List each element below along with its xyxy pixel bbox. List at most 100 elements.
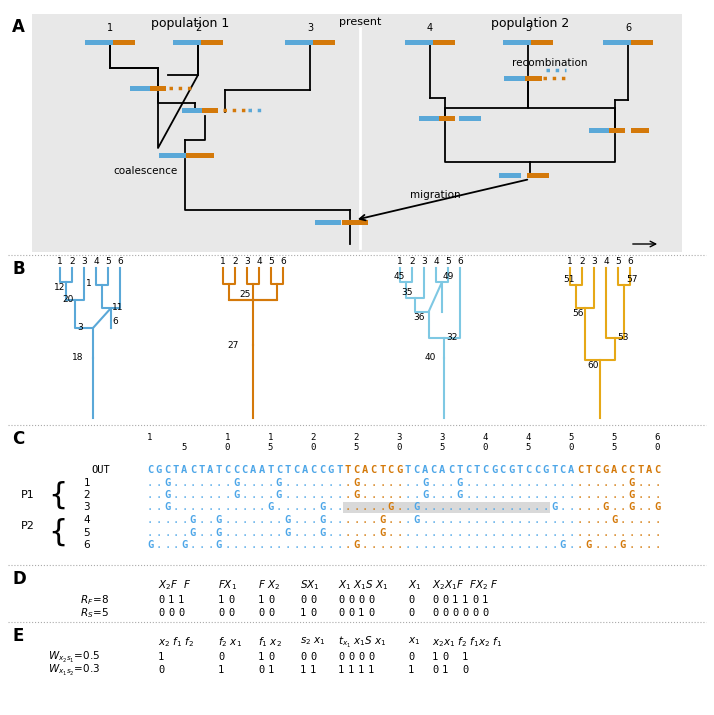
Text: .: .	[362, 478, 368, 488]
Text: .: .	[345, 478, 351, 488]
Text: .: .	[491, 478, 497, 488]
Text: .: .	[526, 490, 531, 500]
Text: .: .	[568, 490, 575, 500]
Text: 0: 0	[442, 608, 448, 618]
Text: .: .	[293, 515, 299, 525]
Bar	[419, 116, 439, 121]
Text: .: .	[345, 490, 351, 500]
Text: 2: 2	[353, 433, 359, 443]
Text: .: .	[405, 503, 411, 513]
Text: .: .	[465, 540, 471, 550]
Text: .: .	[620, 478, 626, 488]
Text: .: .	[637, 478, 643, 488]
Text: .: .	[388, 528, 394, 538]
Text: .: .	[543, 540, 549, 550]
Text: 53: 53	[617, 333, 628, 342]
Text: .: .	[654, 540, 660, 550]
Text: .: .	[258, 478, 265, 488]
Text: .: .	[147, 528, 153, 538]
Text: 1: 1	[178, 595, 184, 605]
Text: .: .	[224, 490, 231, 500]
Text: 0: 0	[310, 608, 316, 618]
Text: .: .	[164, 515, 171, 525]
Text: .: .	[319, 478, 325, 488]
Text: .: .	[482, 515, 488, 525]
Text: .: .	[500, 478, 506, 488]
Text: $x_2x_1\ f_2\ f_1x_2\ f_1$: $x_2x_1\ f_2\ f_1x_2\ f_1$	[432, 635, 503, 649]
Text: .: .	[491, 503, 497, 513]
Text: .: .	[431, 503, 437, 513]
Text: .: .	[508, 503, 514, 513]
Text: .: .	[250, 540, 256, 550]
Text: T: T	[637, 465, 643, 475]
Text: G: G	[413, 503, 420, 513]
Text: .: .	[482, 503, 488, 513]
Text: C: C	[241, 465, 248, 475]
Text: C: C	[465, 465, 471, 475]
Text: .: .	[534, 478, 540, 488]
Bar	[630, 39, 653, 44]
Text: .: .	[448, 503, 454, 513]
Text: 35: 35	[401, 288, 413, 297]
Text: .: .	[319, 540, 325, 550]
Bar	[202, 107, 218, 112]
Text: .: .	[620, 490, 626, 500]
Text: .: .	[371, 490, 377, 500]
Text: 0: 0	[483, 443, 488, 451]
Text: 0: 0	[310, 595, 316, 605]
Bar	[603, 39, 630, 44]
Text: 1: 1	[368, 665, 374, 675]
Text: .: .	[302, 540, 308, 550]
Text: 3: 3	[244, 257, 250, 266]
Text: 5: 5	[181, 443, 187, 451]
Text: .: .	[173, 490, 179, 500]
Text: .: .	[396, 490, 403, 500]
Text: G: G	[603, 503, 609, 513]
Text: 1: 1	[358, 608, 364, 618]
Text: 5: 5	[268, 443, 273, 451]
Text: .: .	[568, 478, 575, 488]
Text: 20: 20	[63, 295, 74, 305]
Text: 0: 0	[408, 595, 414, 605]
Text: .: .	[345, 503, 351, 513]
Text: .: .	[181, 528, 188, 538]
Text: G: G	[181, 540, 188, 550]
Text: 3: 3	[77, 323, 83, 332]
Bar	[503, 39, 531, 44]
Text: .: .	[345, 540, 351, 550]
Text: T: T	[336, 465, 342, 475]
Text: .: .	[164, 540, 171, 550]
Text: .: .	[473, 490, 480, 500]
Text: .: .	[362, 490, 368, 500]
Text: 0: 0	[168, 608, 174, 618]
Text: .: .	[568, 540, 575, 550]
Text: .: .	[594, 503, 600, 513]
Text: .: .	[405, 490, 411, 500]
Text: .: .	[585, 490, 592, 500]
Text: .: .	[181, 478, 188, 488]
Text: 3: 3	[307, 23, 313, 33]
Text: C: C	[620, 465, 626, 475]
Text: 0: 0	[158, 608, 164, 618]
Text: {: {	[48, 480, 67, 510]
Text: .: .	[224, 515, 231, 525]
Text: 1: 1	[218, 665, 224, 675]
Text: 6: 6	[280, 257, 286, 266]
Text: $f_1\ x_2$: $f_1\ x_2$	[258, 635, 282, 649]
Text: .: .	[431, 515, 437, 525]
Text: .: .	[190, 540, 196, 550]
Text: C: C	[164, 465, 171, 475]
Text: .: .	[473, 540, 480, 550]
Text: .: .	[405, 515, 411, 525]
Text: 0: 0	[338, 595, 344, 605]
Text: $x_2\ f_1\ f_2$: $x_2\ f_1\ f_2$	[158, 635, 194, 649]
Bar	[439, 116, 455, 121]
Text: .: .	[543, 528, 549, 538]
Bar	[433, 39, 455, 44]
Text: .: .	[431, 528, 437, 538]
Text: C: C	[577, 465, 583, 475]
Text: .: .	[560, 503, 566, 513]
Text: {: {	[48, 518, 67, 547]
Text: .: .	[628, 540, 635, 550]
Text: .: .	[465, 478, 471, 488]
